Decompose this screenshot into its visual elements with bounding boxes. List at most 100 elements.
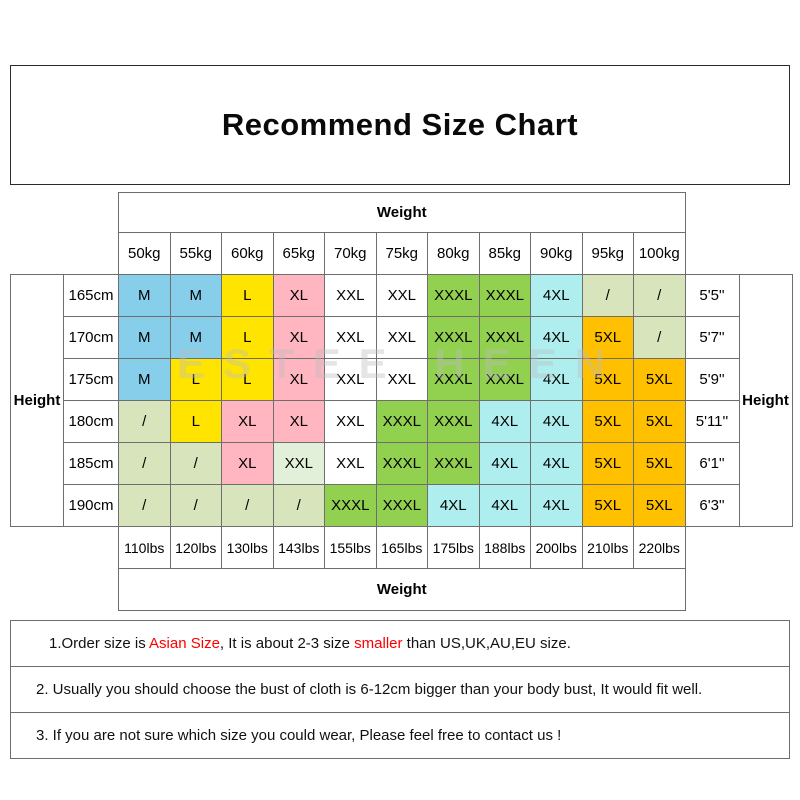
size-cell: L — [169, 358, 222, 401]
size-cell: 4XL — [478, 484, 531, 527]
size-cell: XXXL — [324, 484, 377, 527]
size-cell: 5XL — [633, 442, 686, 485]
kg-label: 60kg — [221, 232, 274, 275]
kg-label: 65kg — [272, 232, 325, 275]
size-table: Weight 50kg 55kg 60kg 65kg 70kg 75kg 80kg 85kg 90… — [10, 192, 793, 611]
ft-label: 6'1'' — [684, 442, 740, 485]
size-cell: 4XL — [478, 400, 531, 443]
lbs-label: 143lbs — [272, 526, 325, 569]
height-row-175cm: 175cm M L L XL XXL XXL XXXL XXXL 4XL 5XL 5XL 5'9'' — [11, 358, 793, 401]
kg-label: 75kg — [375, 232, 428, 275]
size-cell: 4XL — [530, 358, 583, 401]
kg-label: 90kg — [530, 232, 583, 275]
size-cell: XXL — [324, 442, 377, 485]
note-3: 3. If you are not sure which size you co… — [10, 712, 790, 759]
size-cell: 4XL — [478, 442, 531, 485]
height-row-170cm: 170cm M M L XL XXL XXL XXXL XXXL 4XL 5XL/5'7'' — [11, 316, 793, 359]
size-cell: 5XL — [633, 400, 686, 443]
lbs-labels-row: 110lbs 120lbs 130lbs 143lbs 155lbs 165lbs 175l… — [10, 526, 793, 569]
ft-label: 5'5'' — [684, 274, 740, 317]
kg-label: 70kg — [324, 232, 377, 275]
lbs-label: 165lbs — [375, 526, 428, 569]
size-cell: / — [633, 316, 686, 359]
size-cell: XXXL — [375, 442, 428, 485]
size-cell: XXXL — [478, 316, 531, 359]
weight-header-row-top: Weight — [10, 192, 793, 233]
page-title: Recommend Size Chart — [221, 107, 579, 142]
size-cell: XXXL — [478, 358, 531, 401]
ft-label: 6'3'' — [684, 484, 740, 527]
size-cell: / — [118, 442, 171, 485]
kg-labels-row: 50kg 55kg 60kg 65kg 70kg 75kg 80kg 85kg 90kg 95kg… — [10, 232, 793, 275]
corner-blank — [10, 568, 119, 611]
corner-blank — [10, 192, 119, 233]
weight-header-top: Weight — [118, 192, 686, 233]
size-cell: 5XL — [633, 484, 686, 527]
notes-table: 1.Order size is Asian Size, It is about … — [10, 620, 790, 759]
size-cell: 4XL — [530, 484, 583, 527]
note-text: than US,UK,AU,EU size. — [402, 635, 571, 652]
size-cell: XXL — [324, 358, 377, 401]
note-text: , It is about 2-3 size — [219, 635, 355, 652]
note-highlight: smaller — [354, 635, 403, 652]
size-cell: 5XL — [581, 400, 634, 443]
size-cell: XXL — [375, 358, 428, 401]
size-cell: 4XL — [530, 442, 583, 485]
size-cell: XXXL — [375, 484, 428, 527]
size-cell: 4XL — [427, 484, 480, 527]
size-cell: M — [169, 274, 222, 317]
height-row-180cm: 180cm / L XL XL XXL XXXL XXXL 4XL 4XL 5XL 5XL 5'11'' — [11, 400, 793, 443]
size-cell: XL — [221, 400, 274, 443]
size-cell: 5XL — [581, 442, 634, 485]
ft-label: 5'9'' — [684, 358, 740, 401]
corner-blank — [685, 232, 793, 275]
weight-header-row-bottom: Weight — [10, 568, 793, 611]
size-cell: / — [169, 442, 222, 485]
size-cell: XXXL — [427, 442, 480, 485]
size-cell: XL — [221, 442, 274, 485]
lbs-label: 110lbs — [118, 526, 171, 569]
size-cell: / — [581, 274, 634, 317]
lbs-label: 120lbs — [169, 526, 222, 569]
size-cell: XXL — [324, 274, 377, 317]
size-cell: 5XL — [633, 358, 686, 401]
kg-label: 85kg — [478, 232, 531, 275]
note-row-1: 1.Order size is Asian Size, It is about … — [10, 620, 790, 667]
cm-label: 175cm — [63, 358, 119, 401]
size-cell: / — [118, 484, 171, 527]
lbs-label: 200lbs — [530, 526, 583, 569]
cm-label: 185cm — [63, 442, 119, 485]
corner-blank — [685, 568, 793, 611]
size-cell: L — [221, 316, 274, 359]
size-cell: L — [221, 274, 274, 317]
lbs-label: 210lbs — [581, 526, 634, 569]
size-cell: / — [633, 274, 686, 317]
size-cell: XXXL — [427, 274, 480, 317]
size-cell: XXXL — [427, 358, 480, 401]
size-cell: XXL — [324, 400, 377, 443]
size-cell: XXXL — [427, 316, 480, 359]
height-row-185cm: 185cm / / XL XXL XXL XXXL XXXL 4XL 4XL 5XL 5XL 6'1'' — [11, 442, 793, 485]
corner-blank — [10, 526, 119, 569]
lbs-label: 130lbs — [221, 526, 274, 569]
weight-header-bottom: Weight — [118, 568, 686, 611]
kg-label: 95kg — [581, 232, 634, 275]
size-cell: M — [169, 316, 222, 359]
lbs-label: 220lbs — [633, 526, 686, 569]
size-cell: XL — [272, 316, 325, 359]
size-cell: XXXL — [427, 400, 480, 443]
note-text: 3. If you are not sure which size you co… — [36, 727, 562, 744]
title-box: Recommend Size Chart — [10, 65, 790, 185]
size-cell: 4XL — [530, 400, 583, 443]
corner-blank — [10, 232, 119, 275]
note-1: 1.Order size is Asian Size, It is about … — [10, 620, 790, 667]
kg-label: 50kg — [118, 232, 171, 275]
size-cell: XL — [272, 274, 325, 317]
size-cell: XXL — [375, 316, 428, 359]
note-row-2: 2. Usually you should choose the bust of… — [10, 666, 790, 713]
ft-label: 5'11'' — [684, 400, 740, 443]
note-text: 2. Usually you should choose the bust of… — [36, 681, 703, 698]
size-cell: XXL — [375, 274, 428, 317]
size-cell: 5XL — [581, 358, 634, 401]
